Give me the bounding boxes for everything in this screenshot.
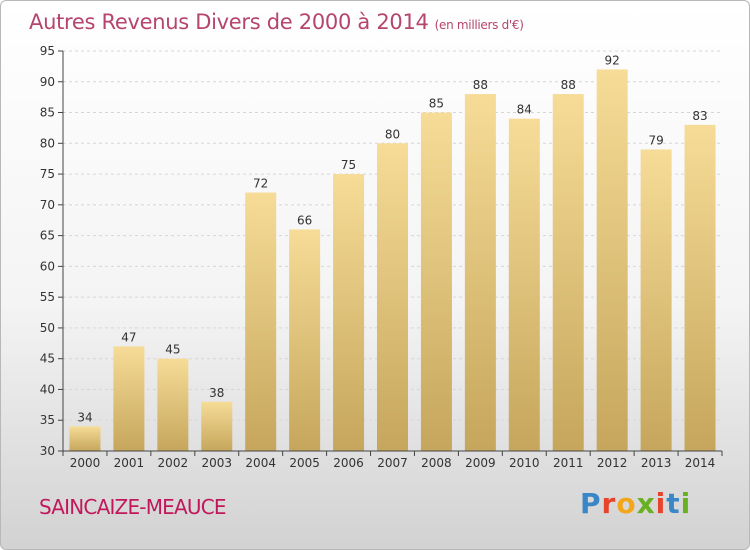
- x-tick-label-2006: 2006: [333, 456, 364, 470]
- bar-2007: [377, 143, 408, 452]
- y-tick-label-80: 80: [40, 136, 55, 150]
- bar-value-2014: 83: [692, 109, 707, 123]
- x-tick-label-2000: 2000: [70, 456, 101, 470]
- bar-value-2009: 88: [473, 78, 488, 92]
- x-tick-label-2011: 2011: [553, 456, 584, 470]
- logo-letter: o: [616, 487, 637, 520]
- x-tick-label-2010: 2010: [509, 456, 540, 470]
- y-tick-label-65: 65: [40, 229, 55, 243]
- chart-title-text: Autres Revenus Divers de 2000 à 2014: [29, 10, 429, 34]
- bar-2011: [552, 94, 584, 452]
- bar-value-2005: 66: [297, 213, 312, 227]
- bar-2001: [113, 346, 145, 451]
- y-tick-label-60: 60: [40, 259, 55, 273]
- x-tick-label-2003: 2003: [201, 456, 232, 470]
- bar-2000: [69, 426, 101, 451]
- bar-2014: [684, 124, 716, 451]
- bar-2004: [245, 192, 277, 452]
- y-tick-label-75: 75: [40, 167, 55, 181]
- bar-2010: [508, 118, 540, 451]
- x-tick-label-2009: 2009: [465, 456, 496, 470]
- bar-2006: [333, 174, 365, 452]
- y-tick-label-45: 45: [40, 352, 55, 366]
- x-tick-label-2007: 2007: [377, 456, 408, 470]
- bar-value-2010: 84: [517, 103, 532, 117]
- x-tick-label-2012: 2012: [597, 456, 628, 470]
- x-tick-label-2005: 2005: [289, 456, 320, 470]
- x-tick-label-2014: 2014: [685, 456, 716, 470]
- logo-letter: i: [680, 487, 692, 520]
- x-tick-label-2001: 2001: [114, 456, 145, 470]
- logo-letter: i: [655, 487, 667, 520]
- bar-value-2008: 85: [429, 97, 444, 111]
- bar-2005: [289, 229, 321, 451]
- chart-title: Autres Revenus Divers de 2000 à 2014 (en …: [29, 10, 524, 34]
- y-tick-label-95: 95: [40, 44, 55, 58]
- y-tick-label-70: 70: [40, 198, 55, 212]
- logo-letter: t: [666, 487, 681, 520]
- bar-value-2006: 75: [341, 158, 356, 172]
- chart-unit: (en milliers d'€): [434, 18, 524, 32]
- bar-value-2003: 38: [209, 386, 224, 400]
- bar-value-2004: 72: [253, 177, 268, 191]
- x-tick-label-2013: 2013: [641, 456, 672, 470]
- logo-letter: r: [601, 487, 617, 520]
- y-tick-label-50: 50: [40, 321, 55, 335]
- bar-value-2011: 88: [561, 78, 576, 92]
- bar-value-2013: 79: [648, 133, 663, 147]
- bar-value-2012: 92: [605, 53, 620, 67]
- labels: 30 35 40 45 50 55 60 65 70 75 80 85 90 95 34 2000 47 2001…: [40, 44, 716, 470]
- y-tick-label-35: 35: [40, 413, 55, 427]
- axes: [58, 50, 723, 456]
- bar-value-2001: 47: [121, 330, 136, 344]
- bars: [69, 69, 716, 452]
- y-tick-label-85: 85: [40, 106, 55, 120]
- bar-2009: [464, 94, 496, 452]
- bar-2013: [640, 149, 672, 451]
- bar-value-2007: 80: [385, 127, 400, 141]
- bar-2002: [157, 358, 189, 451]
- x-tick-label-2008: 2008: [421, 456, 452, 470]
- y-tick-label-90: 90: [40, 75, 55, 89]
- x-tick-label-2002: 2002: [158, 456, 189, 470]
- bar-value-2002: 45: [165, 343, 180, 357]
- y-tick-label-40: 40: [40, 382, 55, 396]
- town-name: SAINCAIZE-MEAUCE: [39, 495, 227, 519]
- proxiti-logo: Proxiti: [580, 487, 691, 520]
- bar-value-2000: 34: [77, 410, 92, 424]
- logo-letter: P: [580, 487, 602, 520]
- bar-2008: [420, 112, 452, 452]
- bar-2003: [201, 401, 233, 451]
- y-tick-label-30: 30: [40, 444, 55, 458]
- y-tick-label-55: 55: [40, 290, 55, 304]
- bar-2012: [596, 69, 628, 451]
- x-tick-label-2004: 2004: [245, 456, 276, 470]
- logo-letter: x: [636, 487, 656, 520]
